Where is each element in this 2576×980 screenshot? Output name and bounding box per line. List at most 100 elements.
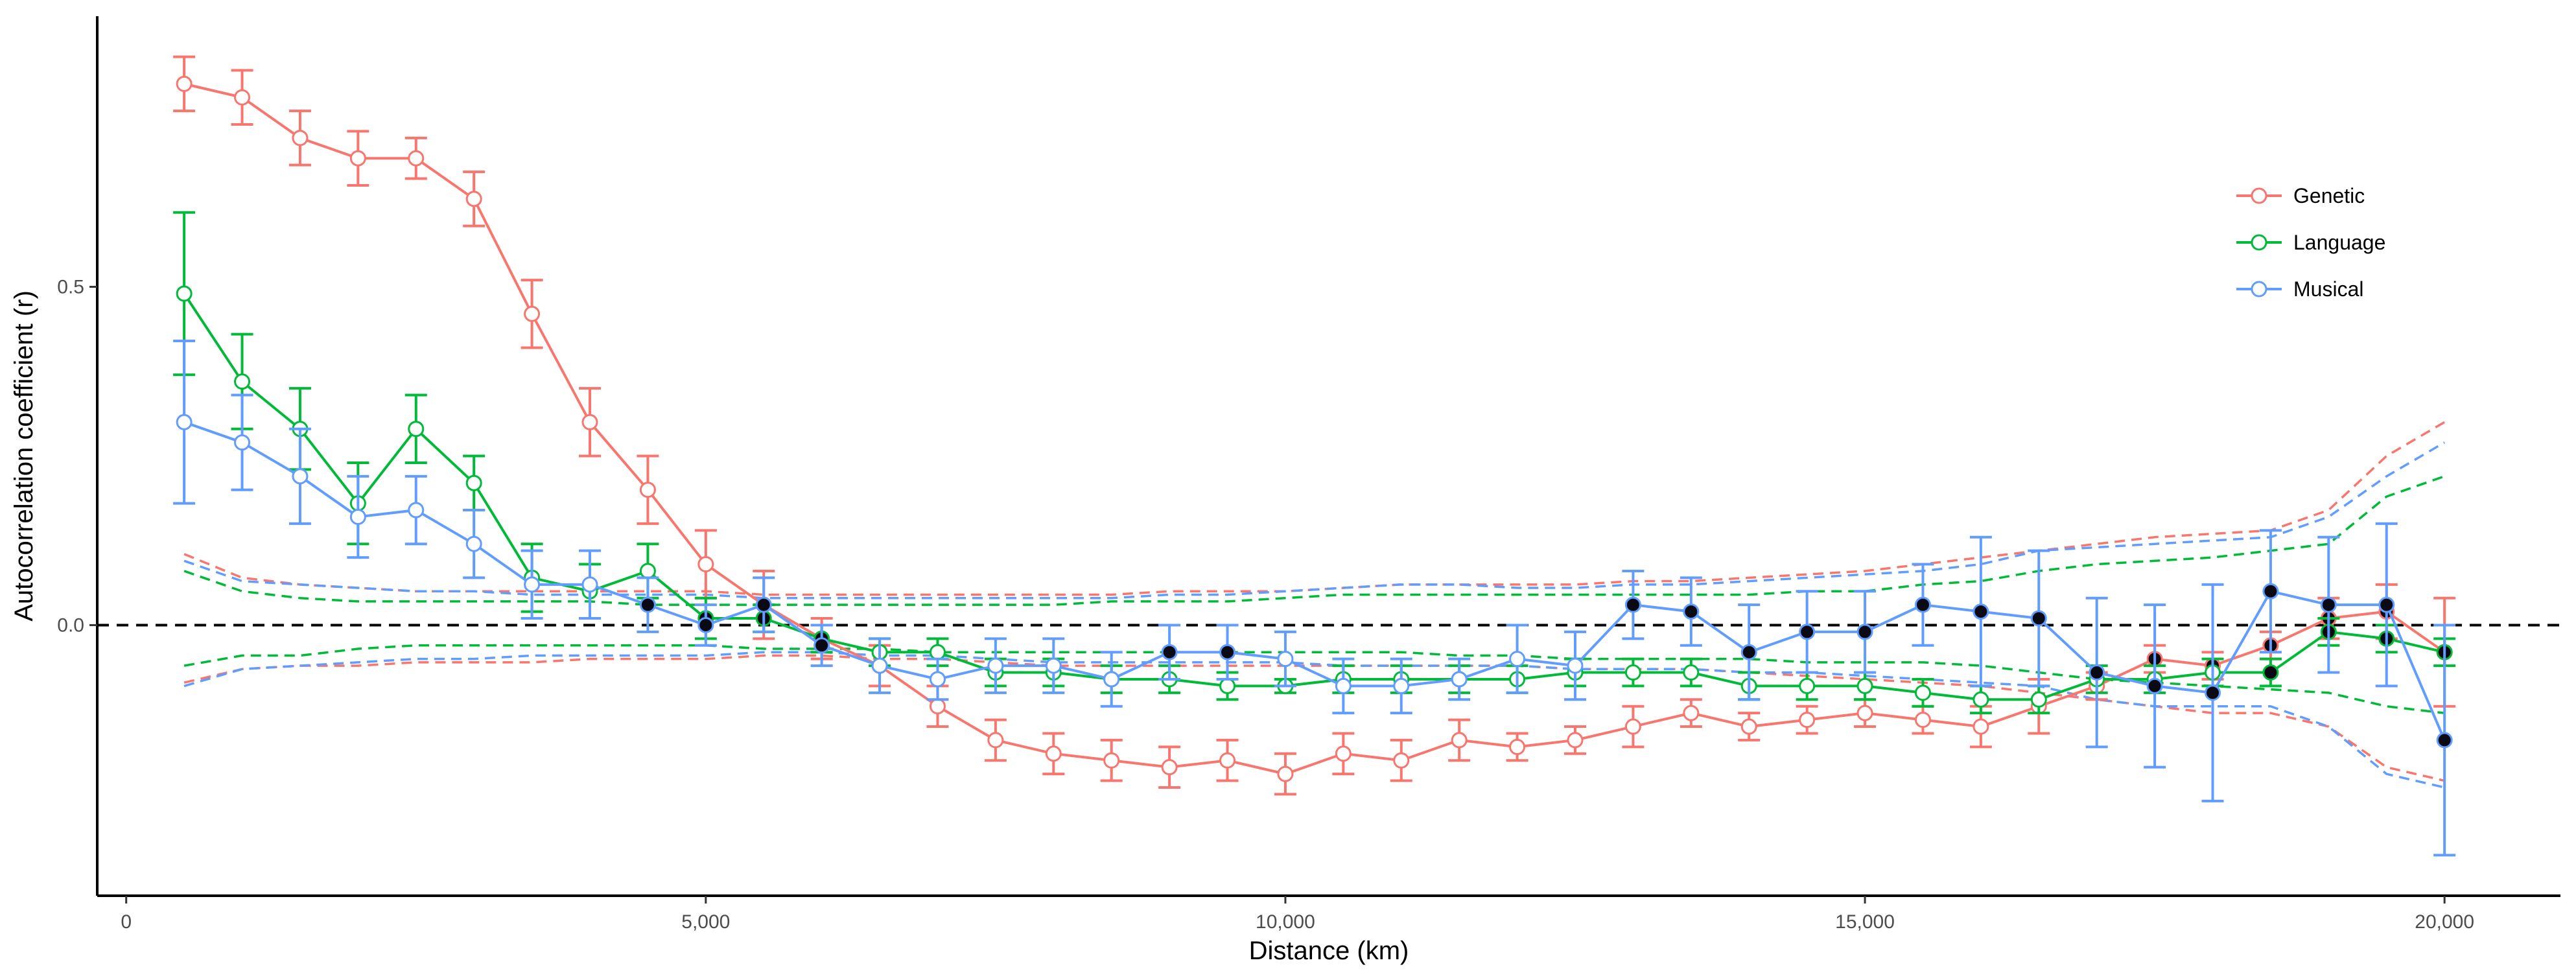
- genetic-point: [1799, 712, 1816, 729]
- language-point: [1624, 664, 1641, 681]
- legend-item-genetic: Genetic: [2236, 184, 2365, 207]
- musical-point: [1799, 624, 1816, 640]
- musical-point: [697, 616, 714, 633]
- genetic-point: [1509, 738, 1526, 755]
- genetic-ci-lower-line: [183, 654, 2445, 782]
- musical-point: [1393, 677, 1410, 694]
- legend-label: Language: [2293, 231, 2385, 254]
- musical-point: [1161, 644, 1178, 660]
- musical-point: [1451, 671, 1468, 688]
- genetic-point: [987, 732, 1004, 749]
- genetic-point: [1103, 752, 1120, 769]
- musical-point: [1335, 677, 1352, 694]
- language-point: [234, 373, 251, 390]
- musical-point: [1045, 657, 1062, 674]
- musical-ci-lower-line: [183, 651, 2445, 789]
- x-tick-label: 0: [121, 911, 132, 933]
- language-point: [639, 563, 656, 579]
- genetic-point: [1624, 718, 1641, 735]
- genetic-point: [1451, 732, 1468, 749]
- language-point: [1799, 677, 1816, 694]
- genetic-point: [234, 89, 251, 106]
- language-point: [1973, 691, 1989, 708]
- musical-point: [1856, 624, 1873, 640]
- musical-point: [1740, 644, 1757, 660]
- legend-item-musical: Musical: [2236, 277, 2363, 301]
- musical-point: [349, 508, 366, 525]
- musical-point: [524, 576, 541, 593]
- legend-marker: [2251, 234, 2267, 251]
- language-ci-upper-line: [183, 475, 2445, 606]
- language-ci-lower-line: [183, 644, 2445, 714]
- musical-point: [1914, 596, 1931, 613]
- genetic-point: [1161, 759, 1178, 776]
- genetic-point: [929, 698, 946, 715]
- musical-ci-upper-line: [183, 441, 2446, 600]
- musical-point: [234, 434, 251, 451]
- musical-point: [1103, 671, 1120, 688]
- language-point: [176, 285, 193, 302]
- musical-point: [292, 468, 309, 485]
- legend-marker: [2251, 187, 2267, 204]
- musical-point: [871, 657, 888, 674]
- x-axis-title: Distance (km): [1249, 937, 1409, 965]
- genetic-point: [349, 150, 366, 167]
- musical-point: [408, 502, 425, 519]
- legend-marker: [2251, 281, 2267, 298]
- y-axis-ticks: 0.0 0.5: [57, 277, 97, 636]
- musical-point: [465, 535, 482, 552]
- y-axis-title: Autocorrelation coefficient (r): [10, 290, 38, 622]
- x-tick-label: 10,000: [1256, 911, 1315, 933]
- genetic-point: [292, 130, 309, 146]
- musical-point: [176, 414, 193, 430]
- language-point: [1219, 677, 1236, 694]
- x-tick-label: 20,000: [2415, 911, 2474, 933]
- musical-point: [1509, 651, 1526, 668]
- x-tick-label: 15,000: [1835, 911, 1895, 933]
- language-point: [465, 474, 482, 491]
- musical-point: [814, 637, 830, 654]
- genetic-point: [176, 75, 193, 92]
- series-layer: [173, 55, 2456, 857]
- musical-point: [929, 671, 946, 688]
- x-tick-label: 5,000: [681, 911, 730, 933]
- legend-label: Musical: [2293, 277, 2363, 301]
- genetic-point: [1045, 745, 1062, 762]
- language-point: [2262, 664, 2279, 681]
- musical-point: [2378, 596, 2395, 613]
- legend-label: Genetic: [2293, 184, 2365, 207]
- y-tick-label: 0.0: [57, 614, 84, 636]
- genetic-point: [1567, 732, 1584, 749]
- musical-point: [1683, 603, 1700, 620]
- musical-series: [173, 340, 2456, 857]
- musical-point: [2030, 610, 2047, 627]
- genetic-point: [1335, 745, 1352, 762]
- legend: Genetic Language Musical: [2236, 184, 2385, 301]
- language-point: [1856, 677, 1873, 694]
- musical-line: [183, 421, 2446, 741]
- genetic-point: [1219, 752, 1236, 769]
- genetic-point: [1277, 765, 1294, 782]
- musical-point: [1973, 603, 1989, 620]
- language-point: [1683, 664, 1700, 681]
- x-axis-ticks: 0 5,000 10,000 15,000 20,000: [121, 896, 2474, 933]
- genetic-point: [1856, 705, 1873, 721]
- musical-point: [1624, 596, 1641, 613]
- genetic-point: [581, 414, 598, 430]
- musical-point: [2320, 596, 2337, 613]
- musical-point: [2205, 684, 2221, 701]
- genetic-point: [1683, 705, 1700, 721]
- genetic-point: [639, 482, 656, 498]
- language-point: [2030, 691, 2047, 708]
- language-point: [408, 421, 425, 438]
- genetic-point: [408, 150, 425, 167]
- musical-point: [2146, 677, 2163, 694]
- musical-point: [987, 657, 1004, 674]
- genetic-point: [697, 556, 714, 573]
- legend-item-language: Language: [2236, 231, 2385, 254]
- confidence-envelopes: [183, 421, 2446, 789]
- genetic-point: [524, 305, 541, 322]
- musical-point: [639, 596, 656, 613]
